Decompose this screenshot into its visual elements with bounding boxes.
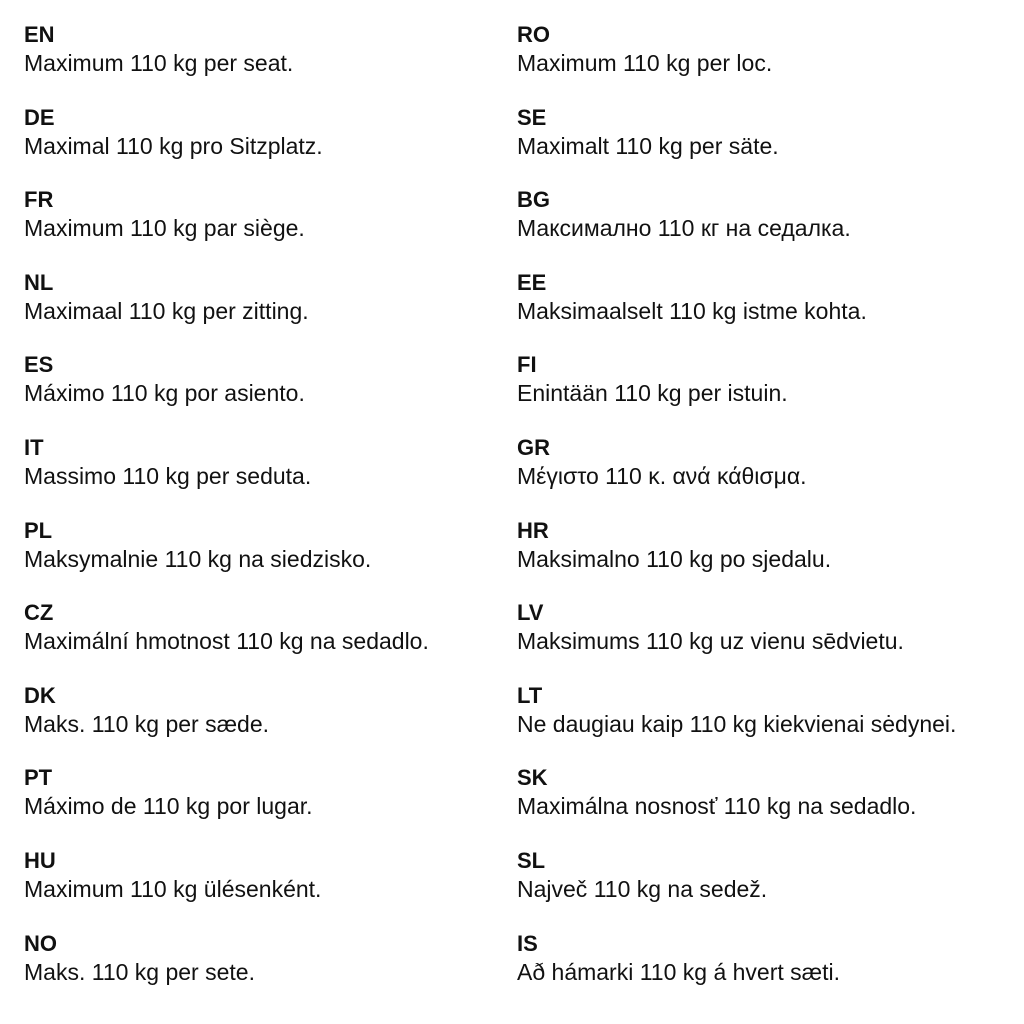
weight-limit-text: Máximo 110 kg por asiento. <box>24 380 305 407</box>
weight-limit-text: Maksimums 110 kg uz vienu sēdvietu. <box>517 628 904 655</box>
language-code: HR <box>517 517 549 543</box>
language-entry: EE Maksimaalselt 110 kg istme kohta. <box>517 269 956 352</box>
language-entry: CZ Maximální hmotnost 110 kg na sedadlo. <box>24 599 429 682</box>
language-entry: LT Ne daugiau kaip 110 kg kiekvienai sėdy… <box>517 682 956 765</box>
language-entry: LV Maksimums 110 kg uz vienu sēdvietu. <box>517 599 956 682</box>
weight-limit-text: Maximal 110 kg pro Sitzplatz. <box>24 132 323 159</box>
language-code: GR <box>517 434 550 460</box>
language-entry: IS Að hámarki 110 kg á hvert sæti. <box>517 930 956 1013</box>
weight-limit-text: Maximum 110 kg per loc. <box>517 50 773 76</box>
language-code: ES <box>24 352 54 378</box>
language-code: EN <box>24 22 55 47</box>
weight-limit-text: Ne daugiau kaip 110 kg kiekvienai sėdyne… <box>517 710 957 737</box>
language-code: CZ <box>24 600 54 626</box>
left-column: EN Maximum 110 kg per seat. DE Maximal 110 … <box>24 21 429 1012</box>
language-entry: IT Massimo 110 kg per seduta. <box>24 434 429 517</box>
language-code: DK <box>24 682 56 708</box>
language-entry: SL Največ 110 kg na sedež. <box>517 847 956 930</box>
language-entry: RO Maximum 110 kg per loc. <box>517 21 956 104</box>
language-entry: PL Maksymalnie 110 kg na siedzisko. <box>24 517 429 600</box>
weight-limit-text: Máximo de 110 kg por lugar. <box>24 793 313 820</box>
weight-limit-text: Maximální hmotnost 110 kg na sedadlo. <box>24 628 429 655</box>
weight-limit-text: Maximalt 110 kg per säte. <box>517 132 779 159</box>
language-entry: BG Максимално 110 кг на седалка. <box>517 186 956 269</box>
language-code: NL <box>24 269 54 295</box>
weight-limit-text: Massimo 110 kg per seduta. <box>24 462 312 489</box>
language-code: RO <box>517 22 550 47</box>
language-code: DE <box>24 104 55 130</box>
weight-limit-text: Maximum 110 kg ülésenként. <box>24 875 322 902</box>
language-code: PT <box>24 765 53 791</box>
language-code: FR <box>24 187 54 213</box>
language-code: PL <box>24 517 53 543</box>
weight-limit-text: Maksimaalselt 110 kg istme kohta. <box>517 297 867 324</box>
language-entry: FI Enintään 110 kg per istuin. <box>517 351 956 434</box>
language-entry: ES Máximo 110 kg por asiento. <box>24 351 429 434</box>
weight-limit-text: Að hámarki 110 kg á hvert sæti. <box>517 958 840 985</box>
language-entry: DK Maks. 110 kg per sæde. <box>24 682 429 765</box>
language-entry: HU Maximum 110 kg ülésenként. <box>24 847 429 930</box>
right-column: RO Maximum 110 kg per loc. SE Maximalt 110 … <box>517 21 956 1012</box>
language-entry: FR Maximum 110 kg par siège. <box>24 186 429 269</box>
language-entry: SK Maximálna nosnosť 110 kg na sedadlo. <box>517 764 956 847</box>
language-code: LV <box>517 600 544 626</box>
language-entry: EN Maximum 110 kg per seat. <box>24 21 429 104</box>
weight-limit-text: Maks. 110 kg per sæde. <box>24 710 270 737</box>
language-code: IS <box>517 930 538 956</box>
weight-limit-text: Maks. 110 kg per sete. <box>24 958 255 985</box>
language-code: EE <box>517 269 547 295</box>
weight-limit-text: Μέγιστο 110 κ. ανά κάθισμα. <box>517 462 807 489</box>
language-entry: SE Maximalt 110 kg per säte. <box>517 104 956 187</box>
weight-limit-text: Maksimalno 110 kg po sjedalu. <box>517 545 832 572</box>
weight-limit-text: Maximálna nosnosť 110 kg na sedadlo. <box>517 793 917 820</box>
weight-limit-text: Največ 110 kg na sedež. <box>517 875 768 902</box>
language-code: IT <box>24 434 44 460</box>
language-code: SK <box>517 765 548 791</box>
language-code: NO <box>24 930 57 956</box>
language-entry: NL Maximaal 110 kg per zitting. <box>24 269 429 352</box>
language-entry: NO Maks. 110 kg per sete. <box>24 930 429 1013</box>
weight-limit-text: Maksymalnie 110 kg na siedzisko. <box>24 545 372 572</box>
language-entry: GR Μέγιστο 110 κ. ανά κάθισμα. <box>517 434 956 517</box>
language-entry: HR Maksimalno 110 kg po sjedalu. <box>517 517 956 600</box>
weight-limit-text: Maximum 110 kg per seat. <box>24 50 294 76</box>
language-code: HU <box>24 847 56 873</box>
weight-limit-text: Maximaal 110 kg per zitting. <box>24 297 309 324</box>
language-entry: PT Máximo de 110 kg por lugar. <box>24 764 429 847</box>
weight-limit-text: Enintään 110 kg per istuin. <box>517 380 788 407</box>
language-entry: DE Maximal 110 kg pro Sitzplatz. <box>24 104 429 187</box>
language-code: FI <box>517 352 537 378</box>
language-code: SL <box>517 847 546 873</box>
language-code: SE <box>517 104 547 130</box>
language-code: LT <box>517 682 543 708</box>
language-code: BG <box>517 187 550 213</box>
weight-limit-text: Maximum 110 kg par siège. <box>24 215 305 242</box>
weight-limit-text: Максимално 110 кг на седалка. <box>517 215 851 242</box>
